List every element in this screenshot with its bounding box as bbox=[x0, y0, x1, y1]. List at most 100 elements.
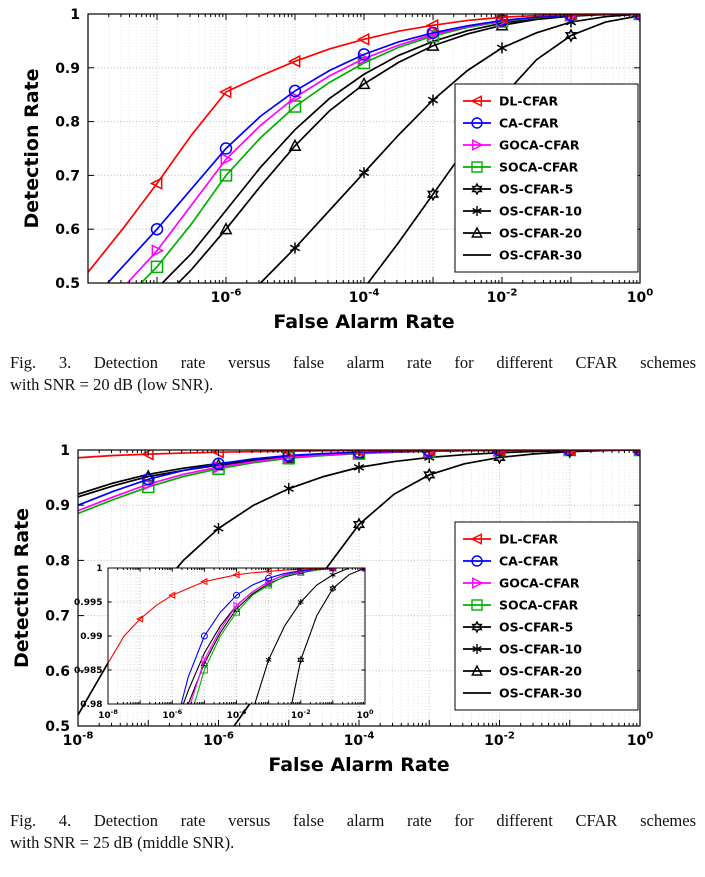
legend-item-CA-CFAR: CA-CFAR bbox=[463, 116, 559, 131]
triangle-left-marker bbox=[168, 591, 176, 599]
legend-label: CA-CFAR bbox=[499, 116, 559, 131]
y-tick-label: 0.7 bbox=[55, 168, 80, 184]
y-tick-label: 0.98 bbox=[80, 700, 102, 710]
y-tick-label: 1 bbox=[96, 564, 102, 574]
x-tick-label: 10-4 bbox=[344, 731, 375, 749]
asterisk-marker bbox=[213, 524, 224, 532]
square-marker bbox=[150, 260, 164, 274]
y-tick-label: 0.6 bbox=[45, 664, 70, 680]
triangle-right-marker bbox=[233, 601, 241, 610]
y-tick-label: 0.995 bbox=[74, 598, 102, 608]
y-axis-label: Detection Rate bbox=[21, 68, 43, 228]
asterisk-marker bbox=[289, 244, 301, 252]
legend-item-SOCA-CFAR: SOCA-CFAR bbox=[463, 160, 579, 175]
y-tick-label: 0.6 bbox=[55, 222, 80, 238]
hexagram-marker bbox=[564, 28, 578, 43]
hexagram-marker bbox=[471, 620, 483, 634]
circle-marker bbox=[352, 450, 366, 459]
asterisk-marker bbox=[283, 485, 294, 493]
triangle-up-marker bbox=[426, 38, 440, 51]
triangle-right-marker bbox=[289, 90, 303, 104]
hexagram-marker bbox=[426, 187, 440, 202]
y-tick-label: 0.7 bbox=[45, 609, 70, 625]
legend-label: OS-CFAR-10 bbox=[499, 642, 582, 657]
triangle-left-marker bbox=[200, 577, 208, 586]
y-tick-label: 1 bbox=[70, 7, 80, 23]
triangle-right-marker bbox=[201, 656, 209, 664]
triangle-up-marker bbox=[471, 664, 483, 676]
triangle-up-marker bbox=[232, 604, 241, 612]
series-OS-CFAR-5 bbox=[291, 568, 365, 704]
y-tick-label: 0.9 bbox=[55, 61, 80, 77]
legend-item-GOCA-CFAR: GOCA-CFAR bbox=[463, 138, 580, 153]
triangle-right-marker bbox=[151, 244, 165, 258]
legend-box bbox=[454, 521, 639, 711]
hexagram-marker bbox=[297, 655, 305, 664]
triangle-left-marker bbox=[470, 533, 482, 545]
circle-marker bbox=[150, 222, 164, 236]
figure3-caption-line2: with SNR = 20 dB (low SNR). bbox=[10, 375, 214, 395]
triangle-left-marker bbox=[470, 95, 482, 107]
asterisk-marker bbox=[472, 645, 482, 653]
triangle-right-marker bbox=[358, 52, 372, 66]
circle-marker bbox=[288, 84, 302, 98]
asterisk-marker bbox=[472, 207, 482, 215]
y-tick-label: 0.8 bbox=[55, 115, 80, 131]
x-tick-label: 10-8 bbox=[63, 731, 94, 749]
x-tick-label: 10-6 bbox=[211, 288, 242, 306]
y-axis-label: Detection Rate bbox=[11, 508, 33, 668]
hexagram-marker bbox=[471, 182, 483, 196]
legend-item-OS-CFAR-5: OS-CFAR-5 bbox=[463, 620, 573, 635]
figure4-caption-line2: with SNR = 25 dB (middle SNR). bbox=[10, 833, 235, 853]
figure3-caption-line1: Fig. 3. Detection rate versus false alar… bbox=[10, 353, 696, 372]
hexagram-marker bbox=[329, 584, 337, 593]
circle-marker bbox=[212, 457, 225, 471]
circle-marker bbox=[219, 142, 233, 155]
legend-item-OS-CFAR-30: OS-CFAR-30 bbox=[463, 248, 582, 263]
legend-item-OS-CFAR-5: OS-CFAR-5 bbox=[463, 182, 573, 197]
y-tick-label: 0.5 bbox=[45, 719, 70, 735]
triangle-right-marker bbox=[265, 577, 273, 586]
triangle-left-marker bbox=[287, 54, 301, 68]
hexagram-marker bbox=[563, 450, 576, 459]
fig4-inset: 10-8 10-6 10-4 10-2 100 0.98 0.985 0.99 0.995 1 bbox=[74, 564, 374, 741]
circle-marker bbox=[471, 555, 483, 567]
legend-item-OS-CFAR-30: OS-CFAR-30 bbox=[463, 686, 582, 701]
legend-item-GOCA-CFAR: GOCA-CFAR bbox=[463, 576, 580, 591]
legend-label: GOCA-CFAR bbox=[499, 576, 580, 591]
legend-label: OS-CFAR-5 bbox=[499, 182, 573, 197]
legend-item-SOCA-CFAR: SOCA-CFAR bbox=[463, 598, 579, 613]
x-tick-label: 10-2 bbox=[291, 708, 311, 721]
legend-label: OS-CFAR-30 bbox=[499, 248, 582, 263]
legend-item-OS-CFAR-20: OS-CFAR-20 bbox=[463, 226, 582, 241]
y-tick-label: 0.8 bbox=[45, 553, 70, 569]
x-tick-label: 10-4 bbox=[227, 708, 247, 721]
y-tick-label: 0.5 bbox=[55, 276, 80, 292]
legend-label: DL-CFAR bbox=[499, 94, 558, 109]
tick-marks bbox=[77, 449, 641, 727]
triangle-up-marker bbox=[471, 226, 483, 238]
triangle-right-marker bbox=[220, 152, 234, 166]
hexagram-marker bbox=[352, 517, 366, 532]
y-tick-label: 0.985 bbox=[74, 666, 102, 676]
asterisk-marker bbox=[358, 169, 370, 177]
asterisk-marker bbox=[265, 657, 272, 662]
y-tick-label: 0.99 bbox=[80, 632, 102, 642]
legend-item-CA-CFAR: CA-CFAR bbox=[463, 554, 559, 569]
legend-item-OS-CFAR-10: OS-CFAR-10 bbox=[463, 204, 582, 219]
square-marker bbox=[219, 169, 233, 182]
y-tick-label: 1 bbox=[60, 443, 70, 459]
hexagram-marker bbox=[423, 467, 436, 482]
circle-marker bbox=[169, 735, 175, 741]
legend-item-OS-CFAR-20: OS-CFAR-20 bbox=[463, 664, 582, 679]
x-tick-label: 10-2 bbox=[484, 731, 515, 749]
figure4-plot: 10-8 10-6 10-4 10-2 100 0.5 0.6 0.7 0.8 0.9 1 False… bbox=[11, 443, 653, 776]
legend-label: OS-CFAR-20 bbox=[499, 226, 582, 241]
legend: DL-CFAR CA-CFAR GOCA-CFAR SOCA-CFAR OS-CFAR-… bbox=[454, 83, 639, 273]
legend-label: OS-CFAR-20 bbox=[499, 664, 582, 679]
square-marker bbox=[233, 608, 240, 616]
circle-marker bbox=[471, 117, 483, 129]
asterisk-marker bbox=[297, 600, 304, 604]
tick-marks bbox=[107, 567, 366, 705]
legend-item-DL-CFAR: DL-CFAR bbox=[463, 532, 558, 547]
